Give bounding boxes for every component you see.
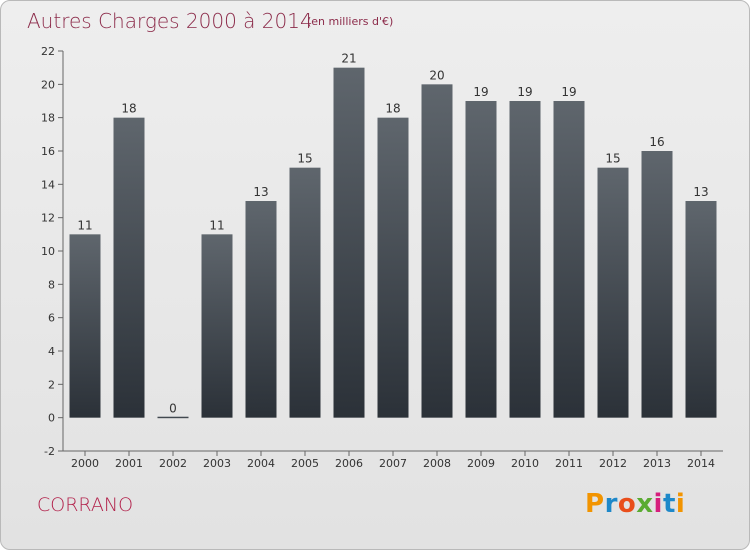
bar [157,416,189,419]
x-tick-label: 2004 [247,457,275,470]
commune-name: CORRANO [37,494,134,516]
logo-letter: o [617,489,637,519]
bar [289,167,321,418]
bar-value-label: 19 [473,85,488,99]
bar [69,234,101,418]
bar [333,67,365,418]
x-tick-label: 2001 [115,457,143,470]
bar-value-label: 11 [209,218,224,232]
y-tick-label: 10 [41,245,55,258]
y-tick-label: 2 [48,378,55,391]
bar-value-label: 21 [341,52,356,66]
y-tick-label: 14 [41,178,55,191]
y-tick-label: -2 [44,445,55,458]
bar [465,101,497,418]
bar-value-label: 18 [121,102,136,116]
y-tick-label: 8 [48,278,55,291]
y-tick-label: 4 [48,345,55,358]
bar-value-label: 19 [517,85,532,99]
bar-value-label: 11 [77,218,92,232]
bar [377,117,409,418]
x-tick-label: 2002 [159,457,187,470]
bar-value-label: 15 [605,152,620,166]
bar-value-label: 0 [169,402,177,416]
y-tick-label: 6 [48,312,55,325]
logo-letter: P [585,489,605,519]
chart-subtitle: (en milliers d'€) [307,15,394,28]
x-tick-label: 2012 [599,457,627,470]
chart-title: Autres Charges 2000 à 2014 [27,9,313,33]
x-tick-label: 2003 [203,457,231,470]
bar-value-label: 13 [693,185,708,199]
x-tick-label: 2008 [423,457,451,470]
x-tick-label: 2005 [291,457,319,470]
y-tick-label: 22 [41,45,55,58]
bar [245,201,277,418]
y-tick-label: 0 [48,412,55,425]
x-tick-label: 2006 [335,457,363,470]
bar-value-label: 16 [649,135,664,149]
x-tick-label: 2013 [643,457,671,470]
bar [553,101,585,418]
x-tick-label: 2007 [379,457,407,470]
y-tick-label: 16 [41,145,55,158]
x-tick-label: 2011 [555,457,583,470]
y-tick-label: 20 [41,78,55,91]
bar [113,117,145,418]
bar [421,84,453,418]
x-tick-label: 2000 [71,457,99,470]
x-tick-label: 2014 [687,457,715,470]
y-tick-label: 12 [41,212,55,225]
logo-letter: r [604,489,618,519]
bar [597,167,629,418]
bar [641,151,673,418]
proxiti-logo: Proxiti [585,489,685,519]
logo-letter: t [662,489,676,519]
bar [509,101,541,418]
bar-value-label: 15 [297,152,312,166]
bar-value-label: 13 [253,185,268,199]
logo-letter: x [636,489,654,519]
bar-value-label: 18 [385,102,400,116]
bar-value-label: 19 [561,85,576,99]
x-tick-label: 2010 [511,457,539,470]
bar [685,201,717,418]
x-tick-label: 2009 [467,457,495,470]
bar [201,234,233,418]
bar-value-label: 20 [429,68,444,82]
logo-letter: i [653,489,663,519]
y-tick-label: 18 [41,112,55,125]
logo-letter: i [675,489,686,519]
